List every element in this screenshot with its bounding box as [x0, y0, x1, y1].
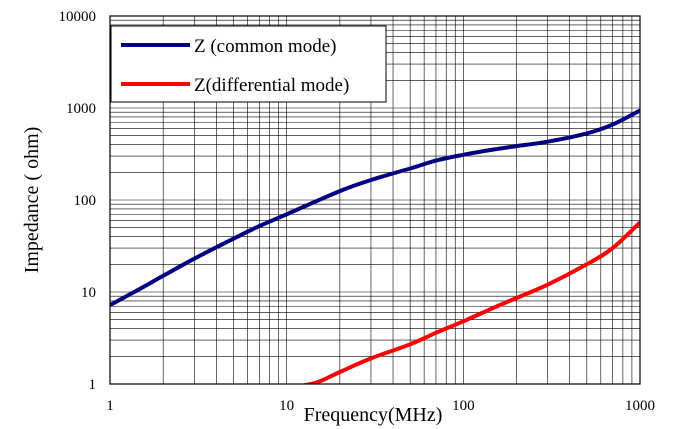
x-tick-label: 100 — [452, 398, 475, 414]
plot-frame — [109, 15, 641, 385]
y-axis-label: Impedance ( ohm) — [21, 127, 43, 274]
series-line-0 — [110, 108, 640, 308]
x-tick-label: 1000 — [625, 398, 655, 414]
y-tick-label: 10000 — [59, 9, 97, 25]
x-tick-label: 10 — [279, 398, 294, 414]
series-line-1 — [300, 220, 640, 384]
legend-label-common-mode: Z (common mode) — [194, 36, 336, 57]
y-tick-label: 100 — [74, 193, 97, 209]
y-tick-label: 1 — [89, 377, 97, 393]
x-axis-label: Frequency(MHz) — [304, 404, 443, 426]
y-tick-label: 1000 — [66, 101, 96, 117]
series-layer — [110, 108, 640, 384]
legend-label-differential-mode: Z(differential mode) — [194, 75, 349, 96]
x-tick-label: 1 — [106, 398, 114, 414]
tick-labels: 1 10 100 1000 1 10 100 1000 10000 — [59, 9, 656, 414]
y-tick-label: 10 — [81, 285, 96, 301]
legend: Z (common mode) Z(differential mode) — [110, 25, 387, 103]
legend-box — [110, 25, 387, 103]
